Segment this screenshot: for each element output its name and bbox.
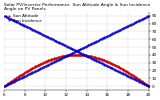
Sun Altitude <box>136 78 138 79</box>
Sun Altitude <box>148 86 150 87</box>
Text: Solar PV/Inverter Performance  Sun Altitude Angle & Sun Incidence Angle on PV Pa: Solar PV/Inverter Performance Sun Altitu… <box>4 3 150 11</box>
Sun Altitude <box>3 86 5 87</box>
Sun Incidence <box>30 28 32 29</box>
Sun Incidence <box>136 80 137 81</box>
Sun Altitude <box>9 82 11 83</box>
Sun Altitude <box>42 62 44 64</box>
Legend: Sun Altitude, Sun Incidence: Sun Altitude, Sun Incidence <box>6 14 42 23</box>
Sun Altitude <box>12 80 14 81</box>
Sun Incidence <box>140 82 142 83</box>
Line: Sun Altitude: Sun Altitude <box>3 54 150 87</box>
Sun Altitude <box>141 81 143 82</box>
Sun Incidence <box>12 19 14 21</box>
Sun Incidence <box>9 18 11 19</box>
Sun Incidence <box>3 15 5 16</box>
Line: Sun Incidence: Sun Incidence <box>4 15 149 87</box>
Sun Altitude <box>30 68 32 70</box>
Sun Incidence <box>148 86 150 87</box>
Sun Altitude <box>75 54 77 56</box>
Sun Incidence <box>42 34 44 35</box>
